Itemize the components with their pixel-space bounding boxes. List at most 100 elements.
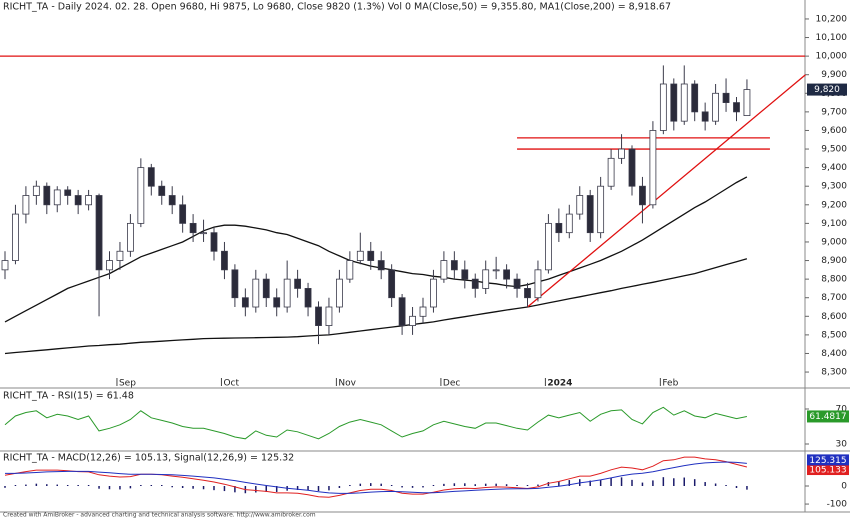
y-tick-label: 10,200 xyxy=(816,14,848,24)
candle-body xyxy=(283,278,291,308)
candle-body xyxy=(586,195,594,234)
candle-body xyxy=(356,250,364,261)
candle-body xyxy=(325,306,333,326)
candle-body xyxy=(367,250,375,261)
x-tick-label: 2024 xyxy=(547,379,572,389)
candle-body xyxy=(189,222,197,234)
candle-body xyxy=(241,297,249,308)
x-tick-label: Nov xyxy=(338,379,356,389)
candle-body xyxy=(64,189,72,196)
x-tick-label: Sep xyxy=(119,379,136,389)
candle-body xyxy=(179,204,187,224)
candle-body xyxy=(565,213,573,234)
candle-body xyxy=(22,195,30,215)
candle-body xyxy=(43,185,51,206)
y-tick-label: 8,700 xyxy=(821,293,847,303)
candle-body xyxy=(273,297,281,308)
candle-body xyxy=(147,167,155,187)
candle-body xyxy=(628,148,636,187)
candle-body xyxy=(492,269,500,272)
candle-body xyxy=(95,195,103,271)
y-tick-label: 8,900 xyxy=(821,256,847,266)
y-tick-label: 8,400 xyxy=(821,349,847,359)
candle-body xyxy=(106,260,113,271)
candle-body xyxy=(12,213,19,261)
candle-body xyxy=(524,288,531,299)
rsi-tick-label: 30 xyxy=(836,440,848,450)
candle-body xyxy=(210,232,218,252)
candle-body xyxy=(346,260,354,280)
rsi-label-box xyxy=(807,410,849,423)
candle-body xyxy=(680,83,688,122)
x-tick-label: Dec xyxy=(443,379,460,389)
macd-label-box xyxy=(807,464,849,476)
y-tick-label: 9,200 xyxy=(821,200,847,210)
x-tick-label: Oct xyxy=(223,379,239,389)
candle-body xyxy=(137,167,145,224)
candle-body xyxy=(471,278,479,289)
candle-body xyxy=(221,250,228,271)
y-tick-label: 9,900 xyxy=(821,70,847,80)
rsi-label: 61.4817 xyxy=(809,412,846,422)
y-tick-label: 10,100 xyxy=(816,33,848,43)
candle-body xyxy=(1,260,9,271)
y-tick-label: 8,800 xyxy=(821,275,847,285)
candle-body xyxy=(262,278,270,299)
candle-body xyxy=(315,306,322,326)
price-label: 9,820 xyxy=(814,85,840,95)
candle-body xyxy=(398,297,406,326)
candle-body xyxy=(85,195,92,206)
candle-body xyxy=(670,83,678,122)
candle-body xyxy=(743,89,751,116)
candle-body xyxy=(733,102,740,113)
candle-body xyxy=(649,130,657,206)
x-tick-label: Feb xyxy=(662,379,678,389)
macd-line xyxy=(5,461,747,494)
candle-body xyxy=(168,195,176,206)
candle-body xyxy=(461,269,469,280)
y-tick-label: 8,300 xyxy=(821,368,847,378)
candle-body xyxy=(545,222,552,271)
y-tick-label: 10,000 xyxy=(816,52,848,62)
candle-body xyxy=(252,278,260,308)
candle-body xyxy=(377,260,385,271)
y-tick-label: 9,700 xyxy=(821,107,847,117)
y-tick-label: 9,000 xyxy=(821,237,847,247)
candle-body xyxy=(555,222,563,234)
candle-body xyxy=(712,92,719,122)
candle-body xyxy=(158,185,166,196)
candle-body xyxy=(32,185,40,196)
footer: Created with AmiBroker - advanced charti… xyxy=(3,512,316,519)
y-tick-label: 9,400 xyxy=(821,163,847,173)
y-tick-label: 8,500 xyxy=(821,330,847,340)
y-tick-label: 8,600 xyxy=(821,312,847,322)
trend-line xyxy=(527,74,806,308)
candle-body xyxy=(53,189,61,206)
y-tick-label: 9,100 xyxy=(821,219,847,229)
candle-body xyxy=(440,260,448,280)
macd-label: 105.133 xyxy=(809,466,846,476)
macd-label-box xyxy=(807,454,849,466)
candle-body xyxy=(503,269,511,280)
candle-body xyxy=(691,83,699,113)
candle-body xyxy=(74,195,82,206)
candle-body xyxy=(127,222,134,252)
macd-tick-label: -100 xyxy=(827,500,848,510)
macd-label: 125.315 xyxy=(809,456,846,466)
candle-body xyxy=(722,92,730,103)
candle-body xyxy=(607,157,615,187)
candle-body xyxy=(534,269,542,299)
ma-line xyxy=(4,258,748,355)
candle-body xyxy=(513,278,521,289)
price-label-box xyxy=(807,83,847,96)
rsi-line xyxy=(4,406,747,440)
candle-body xyxy=(659,83,667,131)
candle-body xyxy=(231,269,239,299)
candle-body xyxy=(639,185,646,206)
y-tick-label: 9,600 xyxy=(821,126,847,136)
candle-body xyxy=(618,148,625,159)
y-tick-label: 9,500 xyxy=(821,145,847,155)
candle-body xyxy=(482,269,490,289)
